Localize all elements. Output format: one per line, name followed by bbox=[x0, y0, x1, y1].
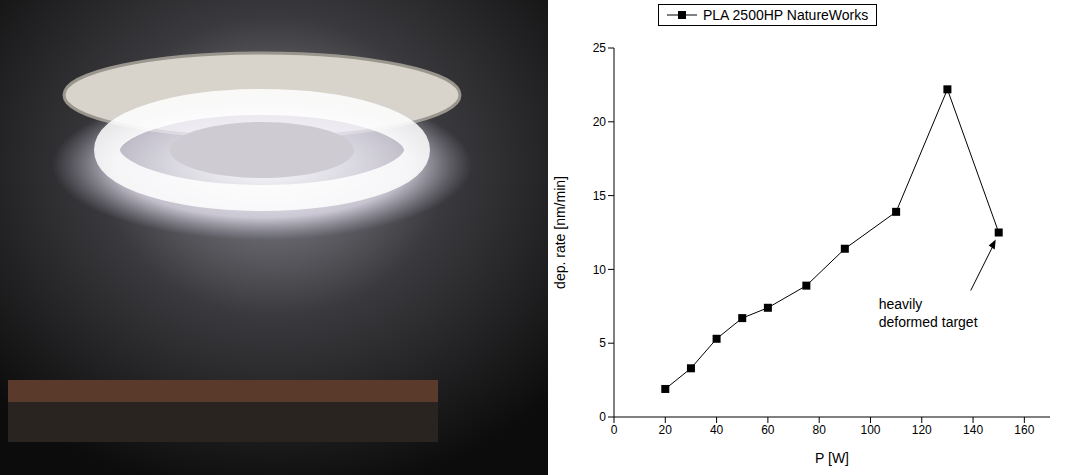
svg-text:0: 0 bbox=[599, 410, 606, 424]
svg-text:140: 140 bbox=[963, 423, 983, 437]
svg-text:P [W]: P [W] bbox=[815, 450, 849, 466]
svg-text:80: 80 bbox=[812, 423, 826, 437]
svg-text:heavily: heavily bbox=[879, 296, 923, 312]
svg-text:5: 5 bbox=[599, 336, 606, 350]
svg-text:15: 15 bbox=[593, 189, 607, 203]
svg-text:120: 120 bbox=[912, 423, 932, 437]
svg-text:deformed target: deformed target bbox=[879, 314, 978, 330]
svg-text:dep. rate [nm/min]: dep. rate [nm/min] bbox=[552, 176, 568, 289]
svg-text:100: 100 bbox=[860, 423, 880, 437]
svg-text:20: 20 bbox=[659, 423, 673, 437]
html-text:PLA 2500HP NatureWorks: PLA 2500HP NatureWorks bbox=[703, 7, 869, 23]
svg-text:60: 60 bbox=[761, 423, 775, 437]
svg-text:20: 20 bbox=[593, 115, 607, 129]
svg-text:160: 160 bbox=[1014, 423, 1034, 437]
svg-text:0: 0 bbox=[611, 423, 618, 437]
svg-text:10: 10 bbox=[593, 263, 607, 277]
svg-text:40: 40 bbox=[710, 423, 724, 437]
svg-text:25: 25 bbox=[593, 41, 607, 55]
